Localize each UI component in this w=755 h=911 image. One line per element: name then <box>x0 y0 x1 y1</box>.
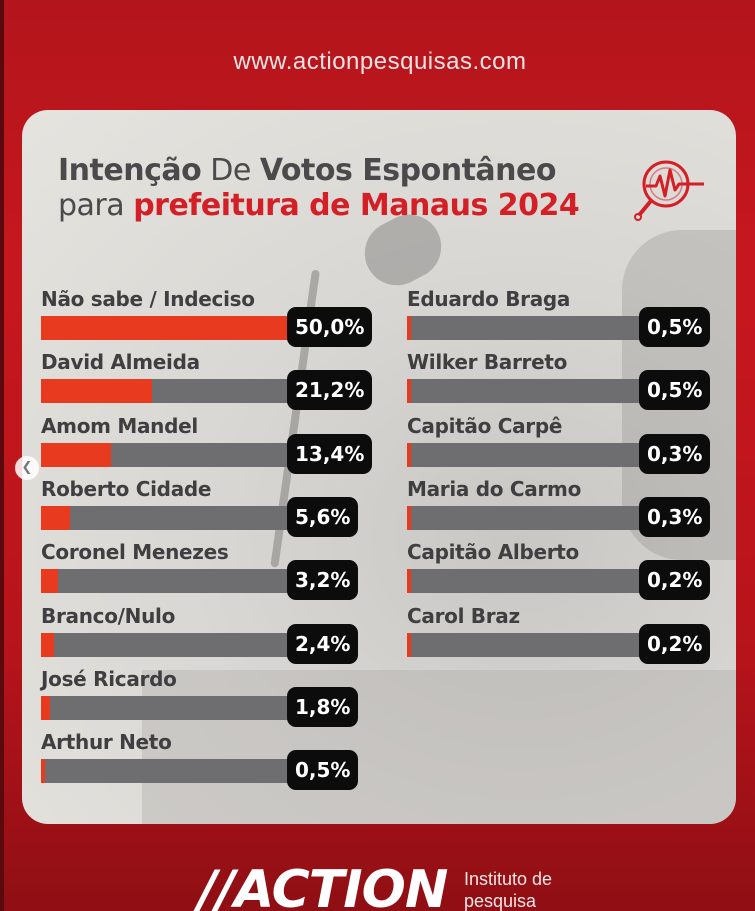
bar-item: Não sabe / Indeciso 50,0% <box>41 287 403 347</box>
bar-label: Maria do Carmo <box>407 476 582 501</box>
bar-fill <box>407 316 411 340</box>
bar-item: Coronel Menezes 3,2% <box>41 540 403 601</box>
bar-item: Carol Braz 0,2% <box>407 603 736 664</box>
bar-item: José Ricardo 1,8% <box>41 666 403 727</box>
title-word-de: De <box>201 153 260 188</box>
bar-label: Eduardo Braga <box>407 287 571 311</box>
value-badge: 50,0% <box>287 307 373 347</box>
value-badge: 2,4% <box>287 623 359 664</box>
value-badge: 21,2% <box>287 370 373 411</box>
value-badge: 0,3% <box>639 433 711 474</box>
bar-label: Coronel Menezes <box>41 540 229 565</box>
chart-title: Intenção De Votos Espontâneo para prefei… <box>58 153 580 224</box>
bar-fill <box>407 505 411 530</box>
bar-item: Capitão Carpê 0,3% <box>407 413 736 474</box>
value-badge: 0,3% <box>639 496 711 537</box>
bar-label: Wilker Barreto <box>407 350 568 375</box>
value-badge: 3,2% <box>287 560 359 601</box>
title-word-para: para <box>58 188 134 223</box>
bar-fill <box>407 379 411 404</box>
bar-fill <box>407 442 411 467</box>
title-highlight: prefeitura de Manaus 2024 <box>133 188 580 223</box>
bar-label: José Ricardo <box>41 666 177 691</box>
value-badge: 5,6% <box>287 496 359 537</box>
bar-label: Amom Mandel <box>41 413 198 438</box>
poll-card: Intenção De Votos Espontâneo para prefei… <box>22 110 736 824</box>
value-badge: 0,2% <box>639 623 711 664</box>
value-badge: 13,4% <box>287 433 373 474</box>
bar-label: Arthur Neto <box>41 730 172 755</box>
bar-item: Wilker Barreto 0,5% <box>407 350 736 411</box>
bar-fill <box>41 505 71 530</box>
pulse-magnifier-icon <box>634 160 704 221</box>
title-word-intencao: Intenção <box>58 153 202 188</box>
bar-item: Amom Mandel 13,4% <box>41 413 403 474</box>
bar-fill <box>41 569 58 594</box>
chevron-left-icon[interactable]: ❮ <box>15 456 39 480</box>
bar-item: Arthur Neto 0,5% <box>41 730 403 791</box>
value-badge: 0,5% <box>639 370 711 411</box>
bar-fill <box>41 759 45 784</box>
bar-label: Não sabe / Indeciso <box>41 287 255 311</box>
value-badge: 0,5% <box>287 750 359 791</box>
value-badge: 0,2% <box>639 560 711 601</box>
bar-item: David Almeida 21,2% <box>41 350 403 411</box>
bar-item: Eduardo Braga 0,5% <box>407 287 736 347</box>
bar-track <box>41 759 303 784</box>
bar-label: Roberto Cidade <box>41 476 212 501</box>
footer-tagline: Instituto de pesquisa <box>464 868 552 911</box>
bar-fill <box>41 379 153 404</box>
website-url: www.actionpesquisas.com <box>233 48 527 75</box>
value-badge: 0,5% <box>639 307 711 347</box>
bar-fill <box>407 569 411 594</box>
bar-track <box>41 632 303 657</box>
bar-label: Capitão Alberto <box>407 540 579 565</box>
bar-item: Roberto Cidade 5,6% <box>41 476 403 537</box>
bar-track <box>41 379 303 404</box>
left-edge-strip <box>0 0 4 911</box>
bar-label: David Almeida <box>41 350 200 375</box>
bar-track <box>41 569 303 594</box>
title-word-votos: Votos Espontâneo <box>259 153 557 188</box>
bar-fill <box>41 632 54 657</box>
value-badge: 1,8% <box>287 686 359 727</box>
bar-track <box>41 505 303 530</box>
bar-label: Capitão Carpê <box>407 413 563 438</box>
bar-label: Carol Braz <box>407 603 520 628</box>
bar-fill <box>41 695 51 720</box>
bar-track <box>41 695 303 720</box>
bar-fill <box>41 442 112 467</box>
bar-label: Branco/Nulo <box>41 603 176 628</box>
footer-tagline-line1: Instituto de <box>464 869 553 889</box>
bar-item: Branco/Nulo 2,4% <box>41 603 403 664</box>
bar-item: Capitão Alberto 0,2% <box>407 540 736 601</box>
bar-track <box>41 316 303 340</box>
footer-tagline-line2: pesquisa <box>464 891 537 911</box>
bar-fill <box>407 632 411 657</box>
bar-track <box>41 442 303 467</box>
bar-fill <box>41 316 303 340</box>
background-podium <box>142 670 736 824</box>
bar-item: Maria do Carmo 0,3% <box>407 476 736 537</box>
action-logo: //ACTION <box>198 860 448 911</box>
